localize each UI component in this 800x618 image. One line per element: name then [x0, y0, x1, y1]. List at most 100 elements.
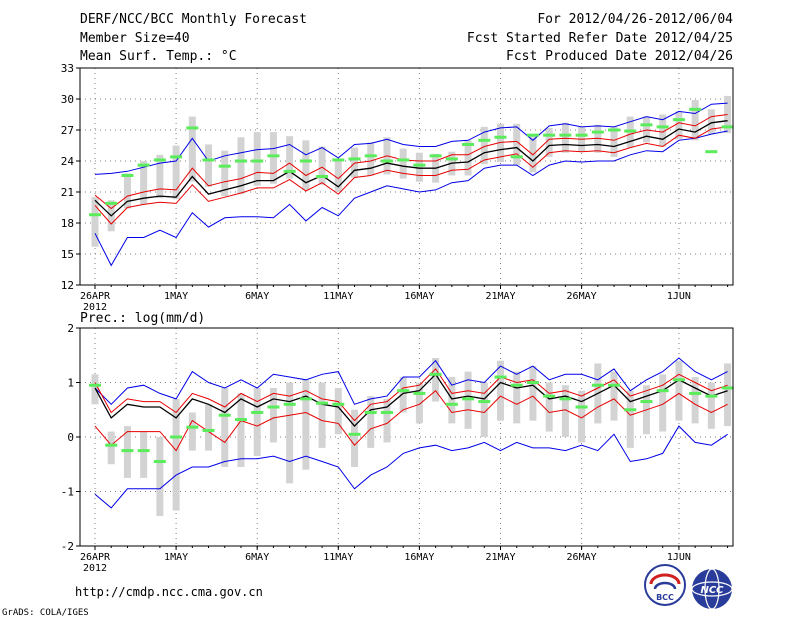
temp-median-mark [380, 159, 393, 163]
prec-median-mark [413, 391, 426, 395]
prec-median-mark [364, 410, 377, 414]
prec-ensemble-box [302, 379, 310, 470]
temp-ensemble-box [464, 140, 472, 176]
temp-ytick-label: 15 [61, 248, 74, 261]
prec-ensemble-box [724, 363, 732, 427]
temp-median-mark [267, 154, 280, 158]
prec-xtick-label: 1JUN [667, 552, 691, 563]
prec-median-mark [348, 432, 361, 436]
prec-ensemble-box [448, 377, 456, 424]
temp-median-mark [640, 123, 653, 127]
prec-median-mark [234, 418, 247, 422]
prec-ensemble-box [675, 360, 683, 421]
prec-outer-upper-line [94, 357, 728, 406]
prec-median-mark [705, 394, 718, 398]
prec-median-mark [462, 397, 475, 401]
temp-median-mark [89, 213, 101, 217]
temp-median-mark [316, 175, 329, 178]
temp-inner-lower-line [94, 126, 728, 225]
temp-ensemble-box [691, 100, 699, 141]
prec-median-mark [559, 397, 572, 401]
prec-ytick-label: -1 [61, 486, 74, 499]
prec-median-mark [202, 428, 215, 432]
temp-median-mark [429, 154, 442, 158]
ncc-logo-orbit-b [704, 568, 720, 610]
temp-ensemble-box [140, 161, 148, 205]
footer-url[interactable]: http://cmdp.ncc.cma.gov.cn [75, 585, 263, 599]
temperature-lines [94, 102, 728, 267]
prec-median-mark [332, 402, 345, 406]
prec-median-mark [105, 443, 118, 447]
prec-ensemble-box [691, 377, 699, 424]
bcc-logo-text: BCC [656, 593, 674, 602]
started-refer-label: Fcst Started Refer Date 2012/04/25 [467, 31, 733, 46]
prec-ytick-label: -2 [61, 540, 74, 553]
prec-ytick-label: 2 [67, 322, 74, 335]
prec-ensemble-box [221, 387, 229, 467]
temp-median-mark [202, 158, 215, 162]
temp-median-mark [299, 159, 312, 163]
temp-median-mark [283, 169, 296, 173]
variable-label: Mean Surf. Temp.: °C [80, 49, 237, 64]
temp-xtick-label: 1MAY [164, 291, 188, 302]
temp-median-mark [656, 125, 669, 129]
prec-ensemble-mean-line [94, 373, 728, 428]
prec-median-mark [478, 400, 491, 404]
temp-inner-upper-line [94, 114, 728, 210]
prec-median-mark [137, 449, 150, 453]
prec-median-mark [267, 405, 280, 409]
temp-ensemble-box [707, 109, 715, 135]
prec-ensemble-box [286, 382, 294, 484]
prec-median-mark [316, 401, 329, 405]
temp-median-mark [170, 155, 183, 159]
temp-ensemble-box [497, 123, 504, 163]
prec-median-mark [299, 397, 312, 401]
prec-ensemble-box [156, 437, 164, 517]
temp-ytick-label: 33 [61, 62, 74, 75]
prec-xtick-label: 1MAY [164, 552, 188, 563]
prec-ensemble-box [545, 382, 553, 432]
temp-outer-lower-line [94, 130, 728, 267]
temp-xtick-label: 21MAY [485, 291, 515, 302]
prec-ensemble-box [172, 398, 180, 511]
prec-xtick-label: 21MAY [485, 552, 515, 563]
prec-ensemble-box [140, 431, 148, 478]
prec-median-mark [251, 410, 264, 414]
temp-ensemble-box [545, 127, 553, 157]
temp-ensemble-box [205, 144, 213, 187]
precipitation-lines [94, 357, 728, 509]
prec-xtick-sublabel: 2012 [83, 563, 107, 574]
prec-ensemble-box [707, 382, 715, 429]
prec-median-mark [283, 402, 296, 406]
prec-xtick-label: 11MAY [323, 552, 353, 563]
prec-ensemble-box [107, 431, 115, 465]
prec-ensemble-box [480, 382, 488, 437]
temp-ensemble-box [123, 173, 131, 209]
prec-median-mark [397, 389, 410, 393]
prec-median-mark [640, 400, 653, 404]
temp-median-mark [478, 138, 491, 142]
temp-xtick-label: 1JUN [667, 291, 691, 302]
temp-xtick-label: 16MAY [404, 291, 434, 302]
temp-xtick-label: 26MAY [567, 291, 597, 302]
temp-ensemble-box [302, 140, 310, 190]
prec-ensemble-box [626, 390, 634, 448]
member-size-label: Member Size=40 [80, 31, 190, 46]
temp-median-mark [121, 173, 134, 177]
temp-ensemble-box [334, 158, 342, 192]
temperature-gridlines [80, 68, 733, 285]
temp-ensemble-box [253, 132, 261, 186]
temp-ensemble-box [221, 150, 229, 197]
chart-title: DERF/NCC/BCC Monthly Forecast [80, 12, 307, 27]
temp-median-mark [234, 159, 247, 163]
temp-outer-upper-line [94, 102, 728, 175]
prec-ensemble-box [253, 387, 261, 457]
temp-median-mark [445, 157, 458, 161]
prec-median-mark [721, 386, 734, 390]
temp-ytick-label: 21 [61, 186, 74, 199]
